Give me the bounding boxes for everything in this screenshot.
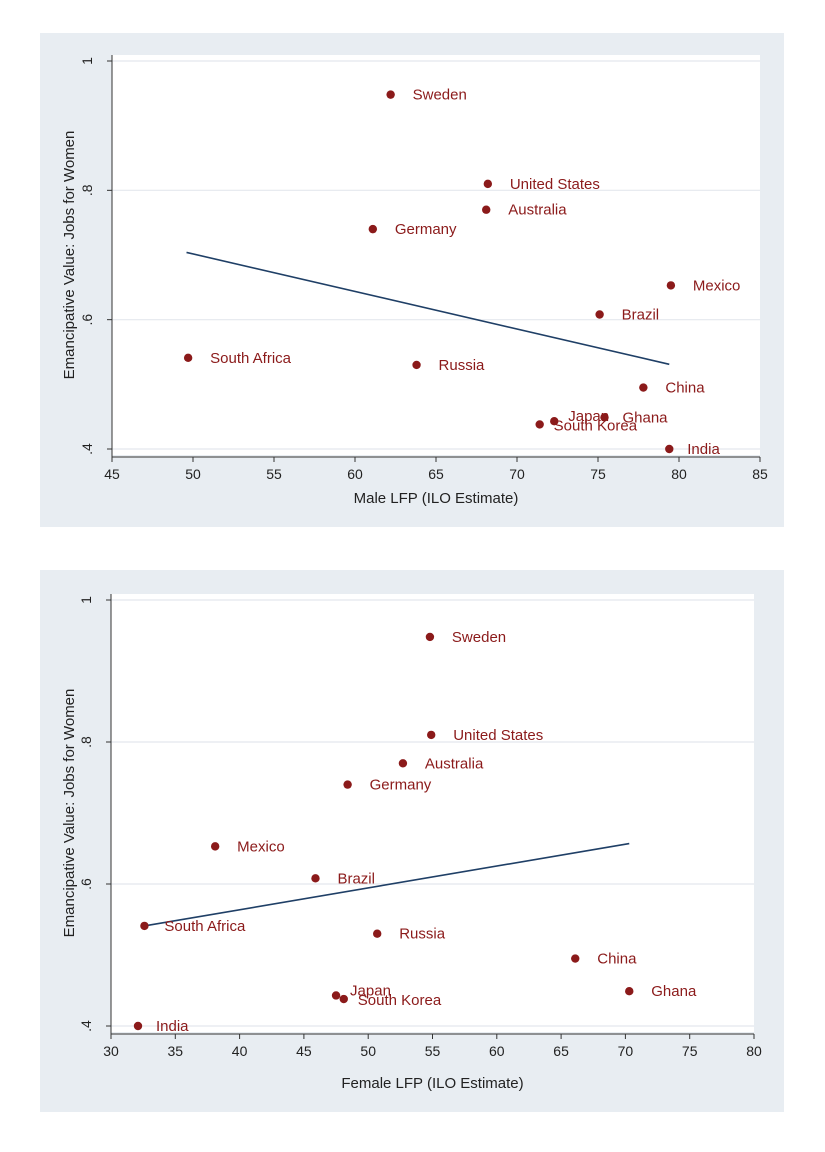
x-tick-label: 40 — [232, 1043, 248, 1059]
data-label: Russia — [439, 357, 486, 374]
data-point — [571, 954, 580, 963]
y-tick-label: .8 — [78, 736, 94, 748]
data-label: Germany — [370, 777, 432, 794]
data-label: Australia — [508, 202, 567, 219]
data-point — [386, 90, 395, 99]
x-tick-label: 75 — [590, 466, 606, 482]
data-label: Ghana — [651, 983, 697, 1000]
x-tick-label: 50 — [360, 1043, 376, 1059]
data-label: Australia — [425, 755, 484, 772]
data-point — [368, 224, 378, 234]
x-tick-label: 45 — [104, 466, 120, 482]
data-point — [665, 444, 674, 454]
data-point — [140, 921, 149, 931]
data-label: Brazil — [337, 870, 375, 887]
x-tick-label: 45 — [296, 1043, 312, 1059]
plot-area — [112, 55, 760, 455]
data-point — [343, 780, 352, 789]
data-label: Mexico — [237, 838, 285, 855]
data-point — [600, 413, 609, 422]
x-tick-label: 85 — [752, 466, 768, 482]
x-tick-label: 75 — [682, 1043, 698, 1059]
data-point — [398, 759, 408, 768]
y-tick-label: .6 — [79, 314, 95, 326]
data-label: United States — [453, 727, 543, 744]
y-tick-label: .4 — [78, 1020, 94, 1032]
data-label: Sweden — [413, 87, 467, 104]
data-label: China — [665, 380, 705, 397]
data-label: Ghana — [622, 409, 668, 426]
data-point — [625, 987, 634, 996]
x-tick-label: 65 — [428, 466, 444, 482]
data-label: South Korea — [554, 417, 638, 434]
data-label: South Africa — [164, 918, 246, 935]
y-tick-label: 1 — [79, 57, 95, 65]
x-tick-label: 30 — [103, 1043, 119, 1059]
x-tick-label: 70 — [509, 466, 525, 482]
data-point — [427, 730, 436, 740]
data-point — [412, 360, 421, 370]
y-axis-title: Emancipative Value: Jobs for Women — [61, 131, 78, 380]
data-label: Sweden — [452, 629, 506, 646]
x-tick-label: 35 — [168, 1043, 184, 1059]
y-tick-label: .6 — [78, 878, 94, 890]
data-point — [210, 842, 220, 851]
scatter-chart-female-lfp: .4 .6 .8 1 30 35 40 45 50 55 60 65 70 75 80 Female LFP … — [61, 594, 762, 1092]
x-tick-label: 80 — [671, 466, 687, 482]
y-tick-label: .8 — [79, 184, 95, 196]
data-point — [133, 1021, 143, 1031]
x-axis-title: Female LFP (ILO Estimate) — [341, 1075, 523, 1092]
data-label: Japan — [350, 982, 391, 999]
x-tick-label: 60 — [347, 466, 363, 482]
x-tick-label: 55 — [425, 1043, 441, 1059]
fit-line — [140, 842, 630, 928]
data-point — [311, 874, 320, 883]
x-tick-label: 80 — [746, 1043, 762, 1059]
data-label: Japan — [568, 408, 609, 425]
data-label: Germany — [395, 221, 457, 238]
x-tick-label: 60 — [489, 1043, 505, 1059]
data-label: South Korea — [358, 992, 442, 1009]
data-point — [666, 281, 676, 290]
data-point — [535, 420, 544, 429]
x-tick-label: 50 — [185, 466, 201, 482]
data-point — [331, 991, 341, 1000]
data-label: Mexico — [693, 277, 741, 294]
data-label: China — [597, 951, 637, 968]
data-label: India — [687, 441, 720, 458]
data-point — [483, 179, 493, 189]
data-label: India — [156, 1018, 189, 1035]
chart-panel-female-lfp: .4 .6 .8 1 30 35 40 45 50 55 60 65 70 75 80 Female LFP … — [40, 570, 784, 1112]
y-tick-label: .4 — [79, 443, 95, 455]
y-axis-title: Emancipative Value: Jobs for Women — [61, 689, 78, 938]
data-point — [339, 994, 348, 1004]
data-point — [425, 632, 435, 642]
data-label: United States — [510, 176, 600, 193]
x-tick-label: 65 — [553, 1043, 569, 1059]
fit-line — [186, 251, 670, 366]
data-point — [183, 353, 193, 363]
data-point — [482, 205, 491, 214]
y-tick-label: 1 — [78, 596, 94, 604]
x-tick-label: 70 — [618, 1043, 634, 1059]
data-label: Brazil — [622, 306, 660, 323]
data-point — [373, 929, 382, 938]
chart-panel-male-lfp: .4 .6 .8 1 45 50 55 60 65 70 75 80 85 Male LFP (ILO E… — [40, 33, 784, 527]
plot-area — [111, 594, 754, 1032]
data-point — [595, 310, 604, 319]
data-point — [550, 416, 559, 426]
data-point — [639, 383, 648, 392]
x-axis-title: Male LFP (ILO Estimate) — [354, 490, 519, 507]
scatter-chart-male-lfp: .4 .6 .8 1 45 50 55 60 65 70 75 80 85 Male LFP (ILO E… — [61, 55, 768, 507]
data-label: Russia — [399, 926, 446, 943]
x-tick-label: 55 — [266, 466, 282, 482]
data-label: South Africa — [210, 350, 292, 367]
